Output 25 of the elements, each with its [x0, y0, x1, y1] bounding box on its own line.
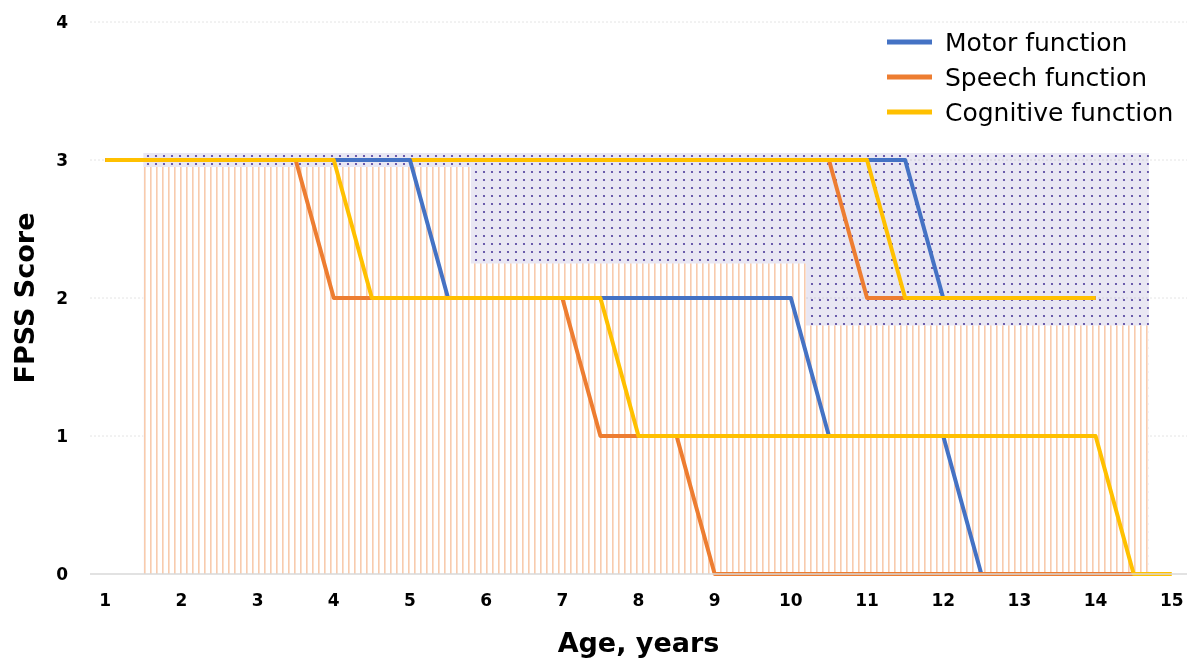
- x-tick-label: 13: [1007, 590, 1032, 610]
- legend-label: Speech function: [945, 62, 1148, 92]
- x-tick-label: 4: [327, 590, 340, 610]
- x-tick-label: 7: [556, 590, 569, 610]
- x-tick-label: 9: [708, 590, 721, 610]
- x-tick-label: 10: [779, 590, 803, 610]
- legend-label: Cognitive function: [945, 97, 1174, 127]
- y-tick-label: 3: [56, 149, 68, 170]
- x-tick-label: 2: [175, 590, 188, 610]
- y-tick-label: 0: [56, 563, 69, 584]
- y-tick-label: 4: [56, 11, 69, 32]
- x-axis-title: Age, years: [557, 627, 720, 658]
- y-tick-label: 1: [56, 425, 68, 446]
- x-tick-label: 11: [855, 590, 879, 610]
- x-tick-label: 12: [931, 590, 956, 610]
- x-tick-label: 8: [632, 590, 645, 610]
- x-tick-label: 6: [480, 590, 493, 610]
- y-tick-label: 2: [56, 287, 68, 308]
- legend-label: Motor function: [945, 27, 1128, 57]
- x-tick-label: 14: [1083, 590, 1108, 610]
- x-tick-label: 1: [99, 590, 112, 610]
- x-tick-label: 3: [251, 590, 264, 610]
- x-tick-label: 15: [1159, 590, 1184, 610]
- y-axis-title: FPSS Score: [9, 212, 40, 384]
- x-tick-label: 5: [404, 590, 416, 610]
